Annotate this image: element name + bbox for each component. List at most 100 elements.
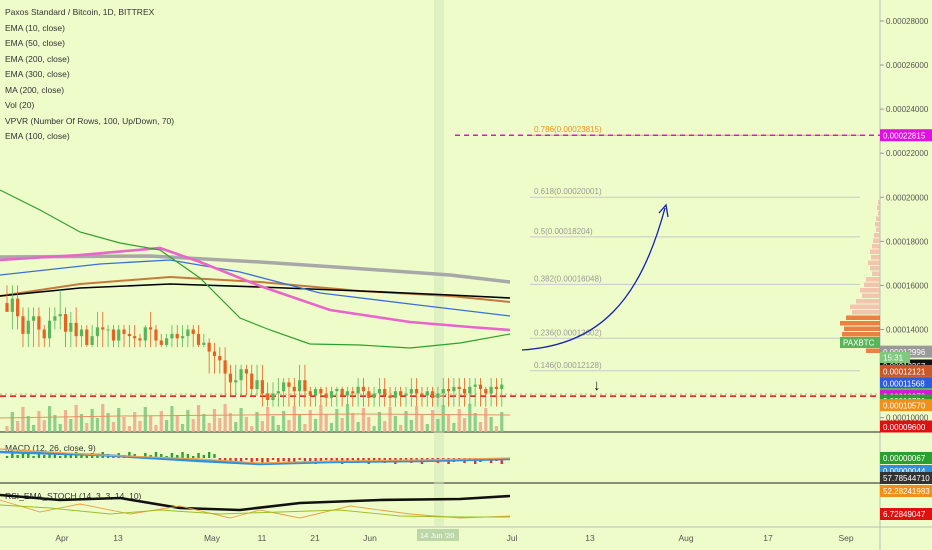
vpvr-bar [846, 315, 880, 320]
candle-body [255, 380, 259, 390]
candle-body [399, 391, 403, 396]
macd-histogram-bar [239, 458, 243, 462]
vpvr-bar [850, 304, 880, 309]
volume-bar [377, 412, 381, 432]
macd-histogram-bar [165, 456, 168, 458]
candle-body [298, 380, 302, 392]
vpvr-bar [866, 348, 880, 353]
volume-bar [494, 426, 499, 432]
volume-bar [399, 425, 403, 432]
volume-bar [218, 418, 222, 432]
macd-histogram-bar [144, 453, 147, 458]
candle-body [26, 320, 30, 334]
volume-bar [127, 426, 131, 432]
candle-body [431, 391, 435, 398]
candle-body [143, 327, 147, 341]
candle-body [74, 322, 78, 337]
candle-body [489, 386, 493, 394]
macd-histogram-bar [43, 455, 46, 458]
candle-body [266, 393, 270, 401]
volume-bar [191, 419, 195, 432]
candle-body [21, 316, 25, 334]
ema10-line [0, 189, 511, 349]
legend-ema-100[interactable]: EMA (100, close) [5, 131, 70, 141]
legend-ema-10[interactable]: EMA (10, close) [5, 22, 65, 33]
legend-ma-200[interactable]: MA (200, close) [5, 84, 65, 95]
macd-histogram-bar [53, 454, 57, 458]
vpvr-bar [852, 310, 880, 315]
macd-histogram-bar [245, 458, 248, 460]
macd-histogram-bar [500, 458, 503, 464]
volume-bar [478, 422, 483, 432]
candle-body [53, 316, 57, 321]
ema50-line [0, 246, 511, 332]
vpvr-bar [866, 277, 880, 282]
volume-bar [313, 419, 318, 432]
macd-histogram-bar [21, 452, 25, 458]
rsi-value-label: 52.28241983 [883, 487, 930, 496]
vpvr-bar [870, 249, 880, 254]
macd-value-tag [880, 452, 932, 464]
rsi-value-tag [880, 472, 932, 484]
candle-body [436, 393, 440, 398]
price-tag [880, 420, 932, 433]
vpvr-bar [878, 211, 880, 216]
macd-histogram-bar [346, 458, 349, 462]
volume-bar [154, 425, 158, 432]
projection-arrow [521, 207, 666, 351]
vpvr-bar [840, 321, 880, 326]
macd-histogram-bar [298, 458, 301, 460]
candle-body [228, 373, 233, 383]
volume-bar [223, 404, 227, 432]
ma200-line [0, 254, 511, 284]
macd-histogram-bar [271, 458, 275, 460]
legend-ema-50[interactable]: EMA (50, close) [5, 38, 65, 48]
volume-bar [26, 416, 30, 432]
legend-vol[interactable]: Vol (20) [5, 100, 35, 110]
volume-bar [468, 404, 472, 432]
down-arrow-icon: ↓ [593, 377, 601, 394]
legend-ema-200[interactable]: EMA (200, close) [5, 53, 70, 64]
vpvr-bar [878, 200, 880, 205]
macd-histogram-bar [64, 453, 67, 458]
candle-body [175, 333, 179, 339]
candle-body [319, 389, 323, 394]
legend-vpvr[interactable]: VPVR (Number Of Rows, 100, Up/Down, 70) [5, 115, 175, 126]
volume-bar [441, 405, 445, 432]
volume-bar [282, 411, 286, 432]
candle-body [191, 329, 195, 334]
candle-body [425, 391, 429, 396]
macd-histogram-bar [229, 458, 232, 461]
y-tick-label: 0.00028000 [886, 17, 929, 26]
candle-body [452, 386, 456, 392]
macd-histogram-bar [431, 458, 434, 460]
macd-histogram-bar [85, 456, 88, 458]
candle-body [239, 369, 243, 381]
y-tick-label: 0.00010000 [886, 414, 929, 423]
volume-bar [58, 424, 62, 432]
vpvr-bar [873, 238, 880, 243]
volume-bar [175, 415, 179, 432]
x-tick-label: 13 [585, 533, 595, 543]
volume-bar [425, 424, 429, 432]
macd-histogram-bar [335, 458, 339, 461]
candle-body [244, 369, 248, 374]
volume-bar [250, 426, 254, 432]
volume-bar [298, 415, 302, 432]
candle-body [196, 333, 201, 345]
price-tag-label: 0.00011568 [883, 380, 925, 389]
macd-histogram-bar [351, 458, 354, 460]
y-tick-label: 0.00026000 [886, 61, 929, 70]
candle-body [462, 389, 467, 394]
y-tick-label: 0.00020000 [886, 193, 929, 202]
volume-bar [165, 420, 169, 432]
macd-histogram-bar [32, 456, 35, 458]
volume-bar [436, 419, 440, 432]
volume-bar [266, 407, 270, 432]
legend-ema-300[interactable]: EMA (300, close) [5, 69, 70, 79]
volume-ma-line [0, 413, 511, 419]
candle-body [69, 322, 73, 332]
vpvr-bar [870, 266, 880, 271]
legend-title[interactable]: Paxos Standard / Bitcoin, 1D, BITTREX [5, 7, 155, 17]
volume-bar [101, 404, 105, 432]
